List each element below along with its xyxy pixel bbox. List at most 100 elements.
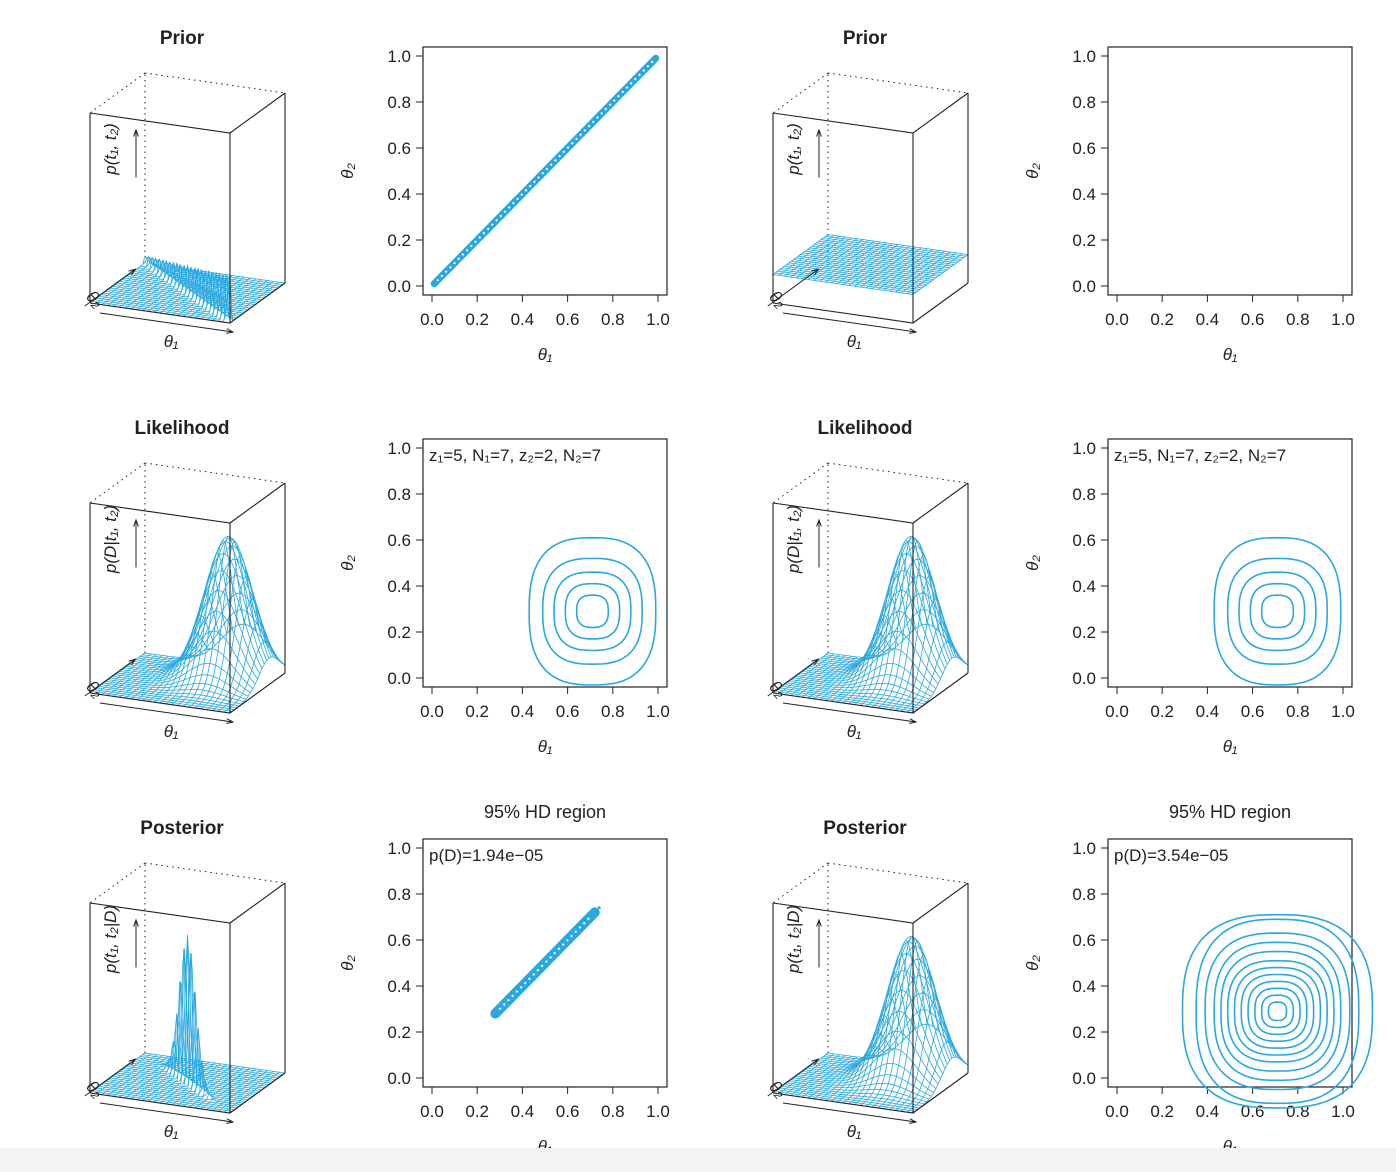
hd-point	[597, 906, 601, 910]
contour-line	[1226, 959, 1328, 1063]
x-axis-label: θ₁	[847, 1122, 862, 1141]
surface-mesh-line	[218, 275, 274, 322]
hd-diagonal-band	[490, 907, 600, 1019]
box-hidden-edge	[89, 72, 146, 114]
y-axis-label: θ₂	[1023, 555, 1042, 571]
x-axis-label: θ₁	[847, 332, 862, 351]
y-tick-label: 1.0	[1072, 47, 1096, 66]
panel-title: Prior	[160, 28, 205, 49]
y-tick-label: 0.0	[387, 277, 411, 296]
surface-mesh-line	[895, 598, 951, 711]
panel-title: Likelihood	[135, 418, 230, 439]
surface-mesh-line	[906, 641, 963, 713]
box-edge	[89, 1072, 286, 1114]
x-tick-label: 0.6	[556, 702, 580, 721]
surface-mesh-line	[782, 685, 923, 707]
box-hidden-edge	[89, 462, 146, 504]
y-tick-label: 0.6	[1072, 931, 1096, 950]
x-axis-label: θ₁	[164, 1122, 179, 1141]
surface-mesh-line	[775, 272, 916, 294]
x-tick-label: 0.8	[1286, 1102, 1310, 1121]
y-axis-label: θ₂	[338, 955, 357, 971]
x-tick-label: 0.6	[556, 310, 580, 329]
box-hidden-edge	[144, 862, 286, 884]
contour-line	[1249, 582, 1306, 640]
x-axis-label: θ₁	[164, 332, 179, 351]
surface-mesh-line	[92, 274, 233, 320]
x-tick-label: 0.2	[1150, 1102, 1174, 1121]
x-axis-label: θ₁	[1223, 737, 1238, 756]
chart-annotation: p(D)=1.94e−05	[429, 846, 543, 865]
x-axis-arrow-head	[909, 718, 918, 724]
x-axis-label: θ₁	[1223, 345, 1238, 364]
y-axis-arrow	[767, 268, 819, 307]
contour-line	[1220, 950, 1335, 1072]
panel-3d-posterior-right: Posterior θ₁ θ₂ p(t₁, t₂|D)	[765, 818, 969, 1141]
box-hidden-edge	[89, 862, 146, 904]
y-axis-arrow-head	[811, 268, 820, 276]
z-axis-label: p(D|t₁, t₂)	[784, 505, 803, 574]
surface-mesh-line	[805, 570, 946, 674]
z-axis-label: p(t₁, t₂)	[101, 123, 120, 176]
panel-title: Posterior	[823, 818, 907, 839]
surface-mesh-line	[94, 689, 235, 710]
contour-line	[564, 582, 621, 640]
surface-mesh-line	[92, 690, 233, 712]
surface-mesh-line	[782, 267, 923, 289]
x-tick-label: 0.2	[465, 702, 489, 721]
y-tick-label: 0.8	[387, 93, 411, 112]
y-tick-label: 0.0	[1072, 277, 1096, 296]
y-tick-label: 0.6	[387, 139, 411, 158]
y-tick-label: 0.6	[387, 931, 411, 950]
contour-line	[1233, 966, 1322, 1056]
x-tick-label: 0.0	[1105, 1102, 1129, 1121]
y-tick-label: 0.0	[387, 1069, 411, 1088]
panel-3d-prior-right: Prior θ₁ θ₂ p(t₁, t₂)	[765, 28, 969, 351]
surface-mesh-line	[775, 1090, 916, 1112]
contour-line	[1226, 557, 1328, 666]
x-axis-label: θ₁	[847, 722, 862, 741]
x-tick-label: 0.2	[1150, 702, 1174, 721]
contour-line	[1204, 932, 1351, 1091]
x-tick-label: 0.0	[420, 702, 444, 721]
y-tick-label: 0.2	[387, 623, 411, 642]
y-tick-label: 0.6	[1072, 139, 1096, 158]
box-edge	[89, 282, 286, 324]
contour-line	[1213, 941, 1342, 1082]
surface-mesh-line	[94, 1089, 235, 1111]
surface-mesh-line	[223, 641, 280, 713]
x-tick-label: 0.0	[420, 310, 444, 329]
x-tick-label: 0.4	[1196, 702, 1220, 721]
chart-annotation: p(D)=3.54e−05	[1114, 846, 1228, 865]
y-tick-label: 0.6	[1072, 531, 1096, 550]
box-hidden-edge	[827, 462, 969, 484]
y-tick-label: 1.0	[387, 47, 411, 66]
surface-mesh-line	[92, 1090, 233, 1112]
surface-mesh-line	[99, 272, 240, 317]
panel-title: Prior	[843, 28, 888, 49]
panel-3d-posterior-left: Posterior θ₁ θ₂ p(t₁, t₂|D)	[82, 818, 286, 1141]
y-tick-label: 0.2	[1072, 231, 1096, 250]
contour-line	[1195, 918, 1360, 1105]
box-hidden-edge	[772, 72, 829, 114]
plot-frame	[422, 838, 668, 1088]
x-tick-label: 0.6	[1241, 310, 1265, 329]
x-tick-label: 1.0	[1331, 310, 1355, 329]
x-tick-label: 0.4	[1196, 310, 1220, 329]
y-tick-label: 1.0	[387, 839, 411, 858]
bottom-strip	[0, 1148, 1396, 1172]
plot-frame	[1107, 838, 1353, 1088]
y-axis-label: θ₂	[82, 287, 107, 312]
x-tick-label: 0.2	[465, 1102, 489, 1121]
x-axis-arrow-head	[909, 1118, 918, 1124]
x-tick-label: 0.8	[601, 310, 625, 329]
box-edge	[89, 672, 286, 714]
surface-mesh-line	[779, 1087, 920, 1109]
surface-mesh-line	[94, 273, 235, 321]
y-axis-arrow-head	[128, 658, 137, 666]
contour-line	[553, 571, 632, 652]
surface-mesh-line	[779, 687, 920, 709]
y-tick-label: 0.8	[1072, 885, 1096, 904]
surface-mesh-line	[805, 970, 946, 1074]
